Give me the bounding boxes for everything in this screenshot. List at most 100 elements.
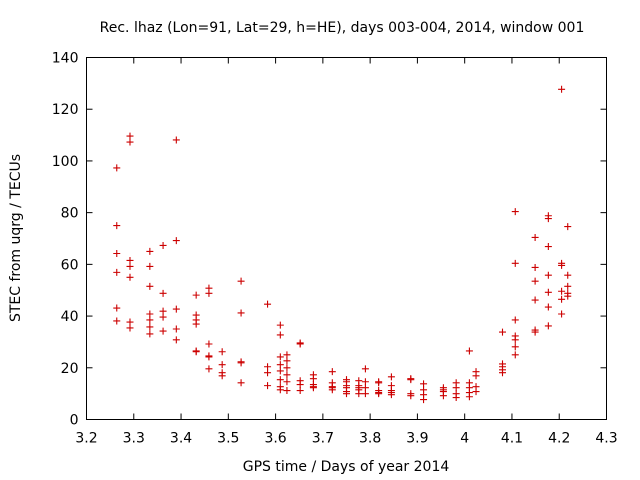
data-point — [511, 351, 519, 359]
data-point — [558, 287, 566, 295]
data-point — [531, 277, 539, 285]
data-point — [113, 222, 121, 230]
data-point — [126, 256, 134, 264]
x-axis: 3.2 3.3 3.4 3.5 3.6 3.7 3.8 3.9 4 4.1 4.2 4.3 — [75, 57, 618, 447]
data-point — [511, 316, 519, 324]
data-point — [159, 241, 167, 249]
data-point — [126, 318, 134, 326]
data-point — [328, 368, 336, 376]
data-point — [387, 373, 395, 381]
data-point — [283, 364, 291, 372]
y-tick-label: 140 — [52, 51, 79, 67]
data-point — [218, 361, 226, 369]
data-point — [452, 394, 460, 402]
data-point — [465, 393, 473, 401]
data-point — [558, 261, 566, 269]
data-point — [343, 390, 350, 398]
data-point — [544, 322, 552, 330]
x-tick-label: 4 — [460, 431, 469, 447]
y-tick-label: 120 — [52, 102, 79, 118]
data-point — [558, 85, 566, 93]
data-point — [205, 340, 213, 348]
data-point — [283, 371, 291, 379]
data-point — [564, 271, 572, 279]
data-point — [531, 233, 539, 241]
data-point — [283, 357, 291, 365]
data-point — [218, 372, 226, 380]
data-point — [387, 391, 395, 399]
x-tick-label: 3.6 — [264, 431, 286, 447]
y-tick-label: 100 — [52, 154, 79, 170]
data-point — [113, 164, 121, 172]
data-point — [276, 376, 284, 384]
data-point — [531, 296, 539, 304]
x-tick-label: 3.2 — [75, 431, 97, 447]
data-point — [172, 305, 180, 313]
data-point — [146, 262, 154, 270]
data-point — [159, 313, 167, 321]
data-point — [264, 300, 272, 308]
data-point — [113, 304, 121, 312]
data-point — [407, 392, 415, 400]
plot-frame — [86, 57, 607, 420]
data-point — [511, 259, 519, 267]
data-point — [283, 351, 291, 359]
y-axis-label: STEC from uqrg / TECUs — [8, 154, 24, 322]
data-point — [420, 396, 428, 404]
data-point — [276, 386, 284, 394]
data-point — [159, 327, 167, 335]
x-tick-label: 3.5 — [217, 431, 239, 447]
y-tick-label: 60 — [61, 257, 79, 273]
x-tick-label: 3.7 — [312, 431, 334, 447]
data-point — [544, 271, 552, 279]
data-point — [113, 268, 121, 276]
data-point — [276, 361, 284, 369]
x-tick-label: 3.3 — [123, 431, 145, 447]
data-point — [361, 390, 369, 398]
data-point — [309, 375, 317, 383]
y-tick-label: 80 — [61, 206, 79, 222]
data-point — [472, 388, 480, 396]
data-point — [205, 353, 213, 361]
x-tick-label: 3.4 — [170, 431, 192, 447]
y-tick-label: 0 — [70, 413, 79, 429]
data-point — [172, 237, 180, 245]
data-point — [375, 390, 383, 398]
data-point — [146, 247, 154, 255]
data-point — [361, 378, 369, 386]
data-point — [276, 367, 284, 375]
x-tick-label: 4.3 — [595, 431, 617, 447]
data-point — [375, 379, 383, 387]
data-point — [146, 282, 154, 290]
data-point — [276, 353, 284, 361]
data-point — [172, 136, 180, 144]
data-point — [465, 347, 473, 355]
data-point — [276, 321, 284, 329]
data-point — [126, 132, 134, 140]
data-point — [218, 348, 226, 356]
chart-title: Rec. lhaz (Lon=91, Lat=29, h=HE), days 0… — [100, 20, 585, 36]
x-axis-label: GPS time / Days of year 2014 — [243, 459, 450, 475]
data-point — [283, 387, 291, 395]
data-point — [558, 310, 566, 318]
data-point — [237, 379, 245, 387]
x-tick-label: 3.8 — [359, 431, 381, 447]
data-point — [264, 363, 272, 371]
x-tick-label: 3.9 — [406, 431, 428, 447]
data-point — [126, 273, 134, 281]
data-point — [564, 292, 572, 300]
data-point — [237, 359, 245, 367]
x-tick-label: 4.2 — [548, 431, 570, 447]
data-point — [452, 384, 460, 392]
data-point — [544, 303, 552, 311]
data-point — [544, 243, 552, 251]
data-point — [172, 336, 180, 344]
data-point — [499, 369, 506, 377]
data-point — [172, 325, 180, 333]
data-point — [309, 384, 317, 392]
data-point — [564, 223, 572, 231]
data-point — [499, 328, 506, 336]
data-point — [205, 289, 213, 297]
data-point — [126, 324, 134, 332]
data-point — [113, 317, 121, 325]
